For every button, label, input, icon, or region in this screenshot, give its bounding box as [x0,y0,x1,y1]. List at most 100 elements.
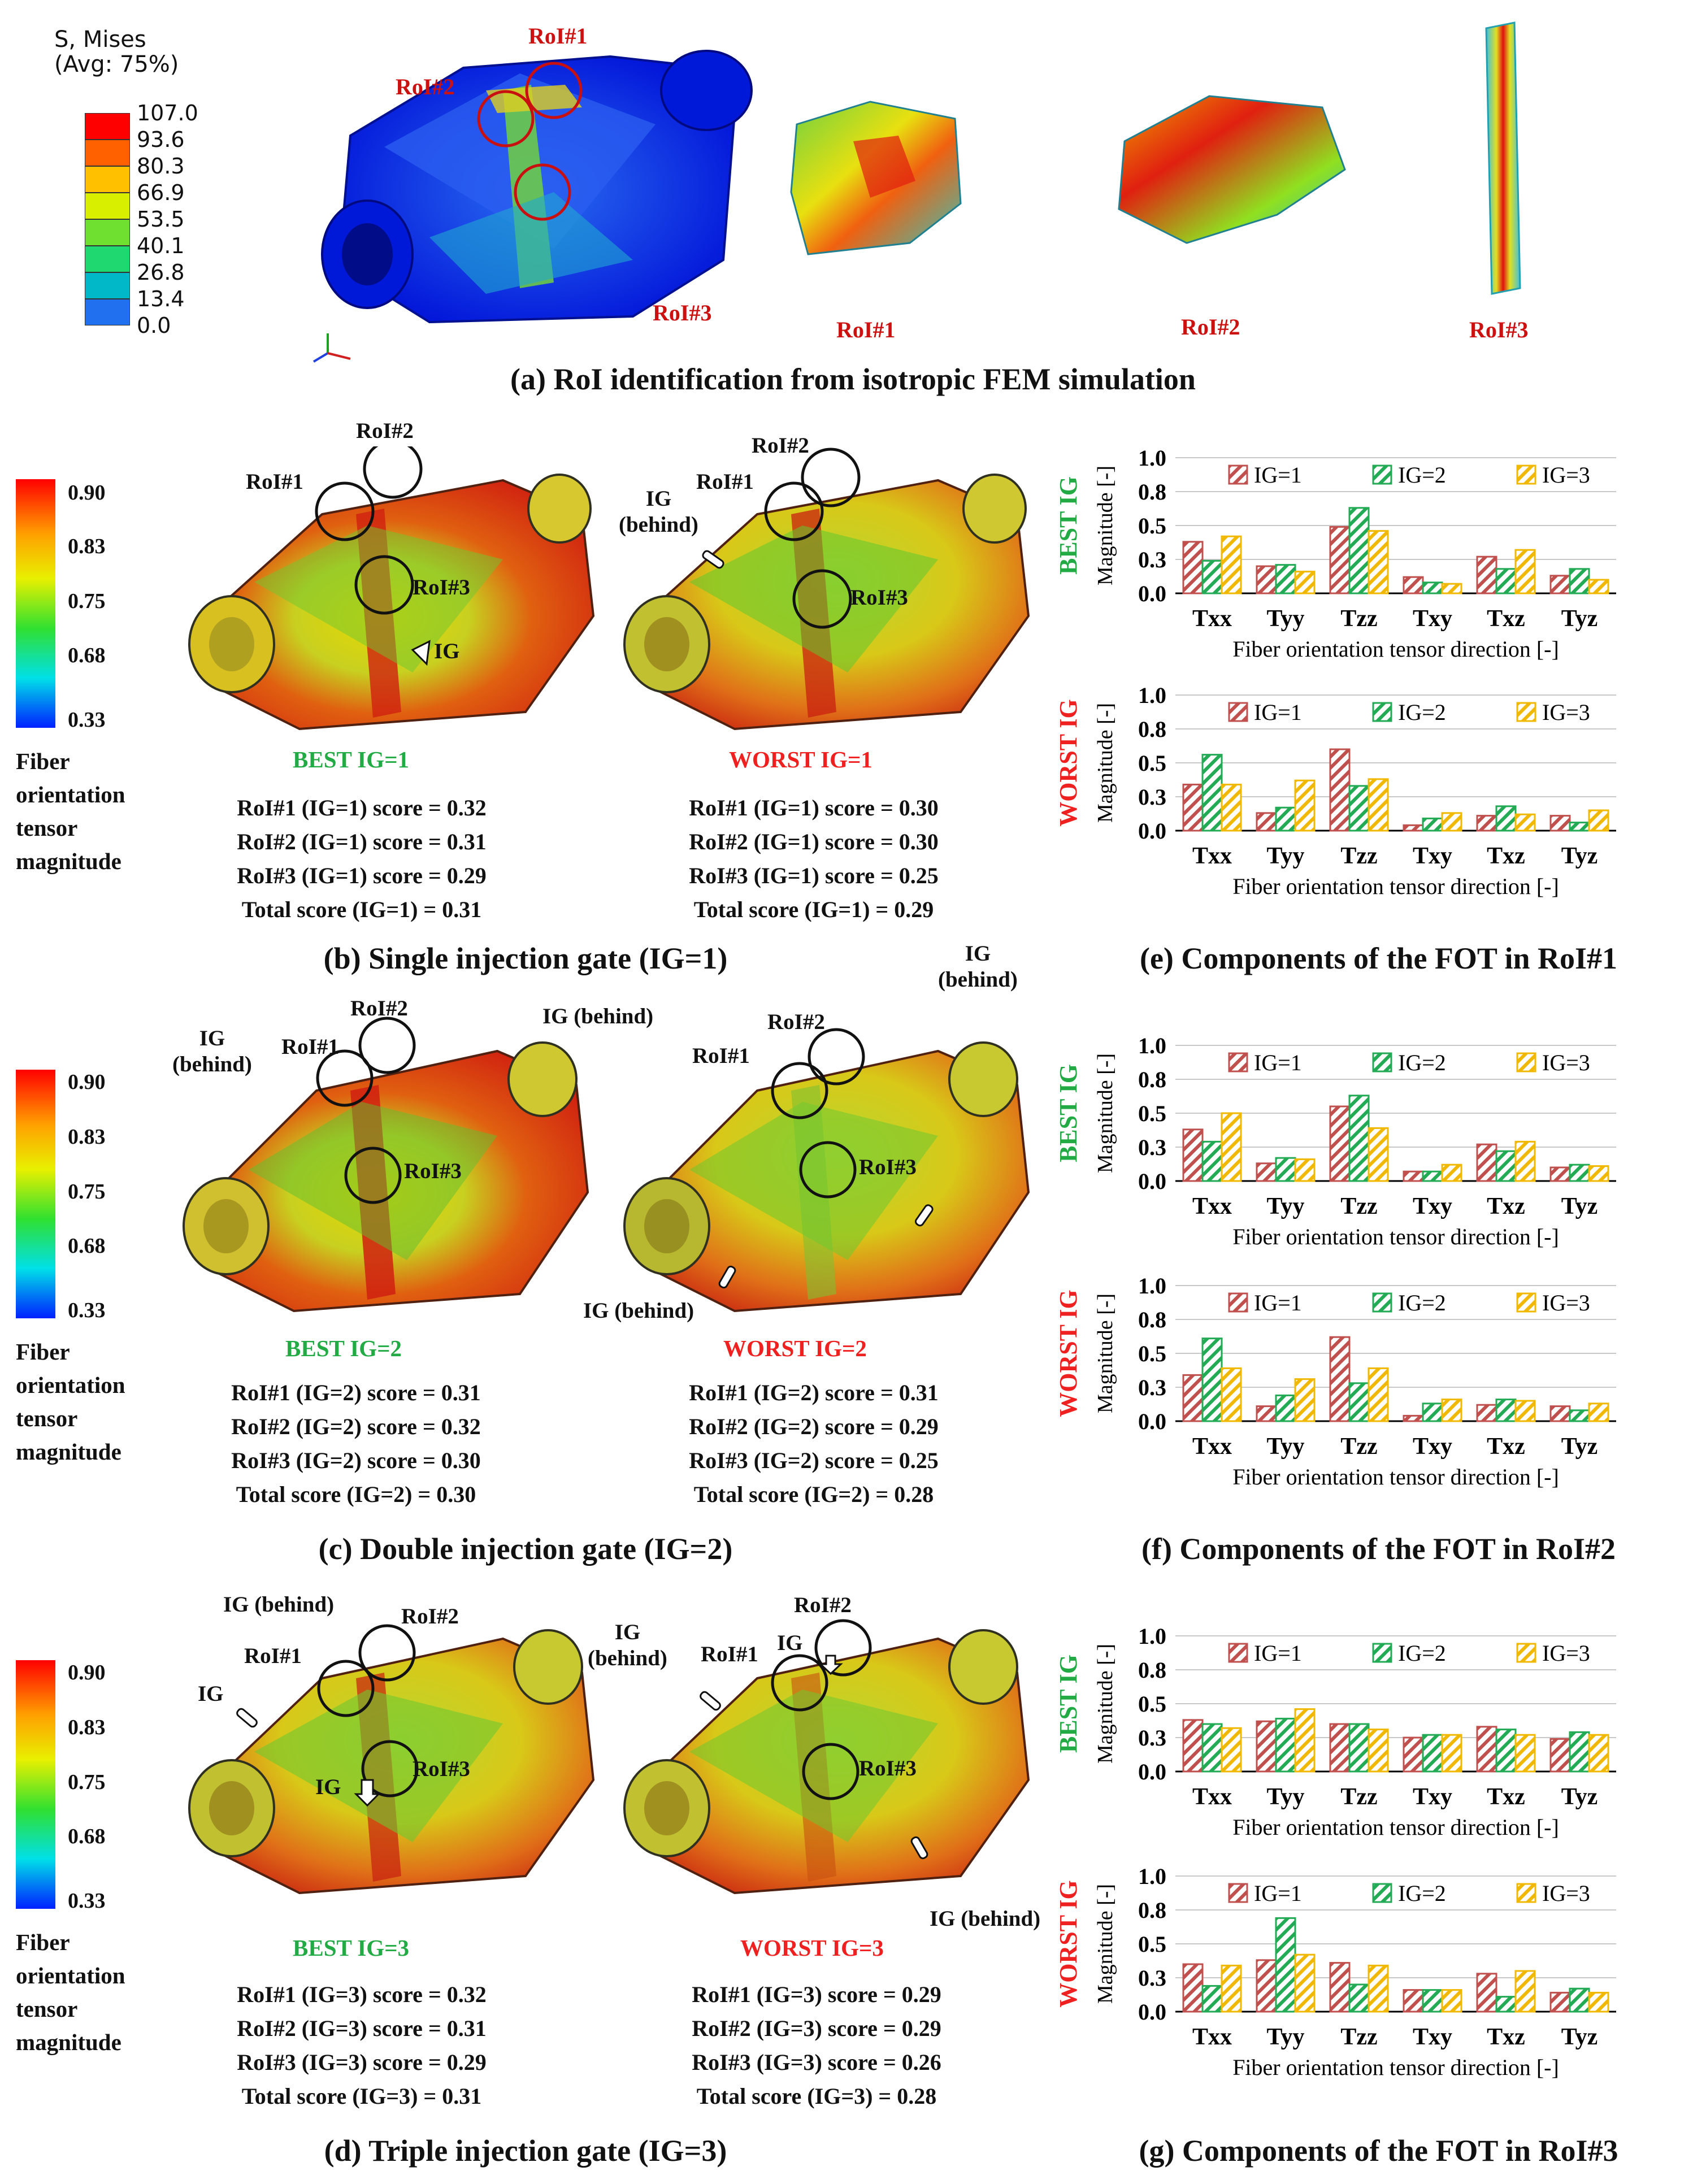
best-ig2-scores: RoI#1 (IG=2) score = 0.31 RoI#2 (IG=2) s… [198,1376,514,1512]
worst-ig2-roi3-circle [799,1141,857,1199]
worst-ig2-roi2-circle [808,1028,865,1086]
y-tick-label: 1.0 [1138,683,1166,708]
best-ig2-roi2-label: RoI#2 [350,996,408,1021]
y-tick-label: 0.3 [1138,1135,1166,1160]
colorbar-d-tick-068: 0.68 [68,1825,106,1848]
best-ig2-score-roi1: RoI#1 (IG=2) score = 0.31 [231,1380,481,1405]
caption-g: (g) Components of the FOT in RoI#3 [1139,2134,1618,2168]
best-ig1-roi1-circle [315,481,375,541]
bar-ig2-txz [1495,805,1517,832]
worst-ig1-label: WORST IG=1 [729,746,872,772]
worst-ig3-roi2-label: RoI#2 [794,1593,852,1617]
bar-ig1-txy [1403,1736,1424,1773]
best-ig1-roi3-circle [354,555,414,615]
colorbar-c-title-line1: Fiber [16,1339,70,1365]
best-ig1-ig-label: IG [434,639,460,663]
bar-ig2-tyz [1569,1163,1590,1182]
legend-label: IG=1 [1254,462,1302,488]
bar-ig1-tzz [1329,1105,1351,1182]
fot-chart-e-worst: 0.0 0.3 0.5 0.8 1.0 Magnitude [-] WORST IG Txx T… [1054,683,1616,899]
x-tick-label: Tyz [1561,606,1598,632]
fot-colorbar-c [16,1070,55,1318]
worst-ig2-label: WORST IG=2 [723,1335,867,1361]
x-tick-label: Tyz [1561,2024,1598,2050]
x-tick-label: Txy [1413,843,1452,869]
y-tick-label: 1.0 [1138,1623,1166,1649]
x-tick-label: Tzz [1340,606,1377,632]
bar-ig3-tyz [1588,1734,1609,1773]
best-ig1-score-roi2: RoI#2 (IG=1) score = 0.31 [237,829,487,854]
bar-ig1-tyy [1256,812,1277,832]
worst-ig3-score-roi3: RoI#3 (IG=3) score = 0.26 [692,2050,941,2075]
x-tick-label: Txx [1192,1784,1232,1810]
worst-ig1-roi1-label: RoI#1 [696,470,754,494]
best-ig2-roi1-label: RoI#1 [281,1035,339,1059]
x-axis-label: Fiber orientation tensor direction [-] [1232,636,1559,662]
worst-ig2-score-roi3: RoI#3 (IG=2) score = 0.25 [689,1448,939,1473]
bar-ig3-txz [1514,813,1536,832]
legend-label: IG=2 [1398,462,1446,488]
legend-label: IG=3 [1542,700,1590,725]
best-ig3-roi2-label: RoI#2 [401,1604,459,1629]
worst-ig3-label: WORST IG=3 [740,1935,884,1961]
bar-ig2-tzz [1348,785,1370,832]
mises-legend-swatch [85,246,130,272]
worst-ig3-roi1-label: RoI#1 [701,1642,758,1666]
best-ig3-roi1-circle [317,1660,375,1717]
roi3-circle [514,163,571,221]
best-ig3-score-roi1: RoI#1 (IG=3) score = 0.32 [237,1982,487,2007]
roi1-crop [790,101,962,255]
bar-ig3-txz [1514,1400,1536,1422]
colorbar-b-tick-090: 0.90 [68,481,106,505]
bar-ig2-txy [1422,581,1443,594]
bar-ig2-txx [1201,559,1223,594]
worst-ig3-ig3-label: IG (behind) [930,1907,1041,1931]
bar-ig1-txz [1476,1973,1497,2013]
colorbar-c-tick-090: 0.90 [68,1070,106,1094]
y-tick-label: 0.0 [1138,1759,1166,1784]
part-worst-ig3 [623,1619,1030,1895]
legend-swatch [1372,702,1392,722]
x-axis-label: Fiber orientation tensor direction [-] [1232,1224,1559,1249]
fot-colorbar-b [16,479,55,728]
best-ig2-roi2-circle [358,1017,416,1074]
y-tick-label: 1.0 [1138,1033,1166,1058]
bar-ig1-tyy [1256,1162,1277,1182]
y-tick-label: 0.0 [1138,1999,1166,2025]
bar-ig3-txx [1221,1112,1242,1182]
x-tick-label: Tyy [1267,843,1305,869]
fot-chart-e-best: 0.0 0.3 0.5 0.8 1.0 Magnitude [-] BEST IG Txx Ty… [1054,445,1616,662]
x-tick-label: Txy [1413,2024,1452,2050]
worst-ig3-scores: RoI#1 (IG=3) score = 0.29 RoI#2 (IG=3) s… [658,1978,975,2113]
worst-ig3-ig2-label: IG [777,1631,803,1655]
x-tick-label: Txx [1192,843,1232,869]
bar-ig2-txy [1422,1403,1443,1422]
bar-ig2-txy [1422,1734,1443,1773]
worst-ig2-roi1-circle [771,1062,828,1119]
y-tick-label: 0.3 [1138,1375,1166,1400]
bar-ig2-tyz [1569,1409,1590,1422]
bar-ig1-tzz [1329,1962,1351,2013]
bar-ig1-tyz [1549,1405,1571,1422]
mises-legend-value: 93.6 [137,127,185,152]
bar-ig3-tyy [1294,1708,1316,1773]
y-tick-label: 0.0 [1138,581,1166,606]
x-tick-label: Tzz [1340,1434,1377,1460]
bar-ig2-tyz [1569,1731,1590,1773]
legend-swatch [1228,1883,1248,1903]
y-tick-label: 0.0 [1138,1169,1166,1194]
bar-ig1-txy [1403,824,1424,832]
colorbar-b-tick-068: 0.68 [68,644,106,667]
legend-label: IG=1 [1254,1640,1302,1666]
y-tick-label: 0.8 [1138,1067,1166,1092]
roi2-circle [477,90,535,147]
bar-ig1-tyz [1549,1991,1571,2013]
worst-ig1-roi3-label: RoI#3 [850,585,908,610]
colorbar-b-tick-083: 0.83 [68,535,106,558]
best-ig3-roi3-label: RoI#3 [413,1757,470,1781]
bar-ig2-txz [1495,1996,1517,2013]
bar-ig3-txz [1514,1140,1536,1182]
bar-ig2-tyy [1275,1917,1296,2013]
bar-ig1-tzz [1329,1336,1351,1422]
best-ig3-label: BEST IG=3 [293,1935,410,1961]
